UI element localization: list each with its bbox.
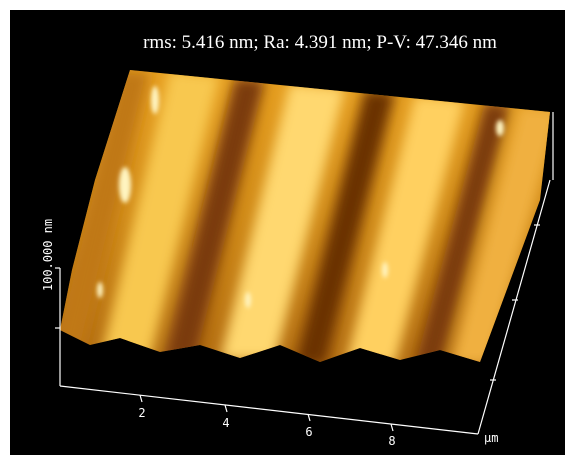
x-tick-label: 6 [305, 425, 312, 439]
x-tick-label: 8 [388, 434, 395, 448]
surface [60, 70, 550, 362]
x-tick-label: 2 [138, 406, 145, 420]
z-axis-label: 100.000 nm [41, 219, 55, 291]
x-tick-label: 4 [222, 416, 229, 430]
axes [55, 112, 554, 435]
x-unit: µm [484, 431, 498, 445]
caption: rms: 5.416 nm; Ra: 4.391 nm; P-V: 47.346… [143, 32, 497, 53]
